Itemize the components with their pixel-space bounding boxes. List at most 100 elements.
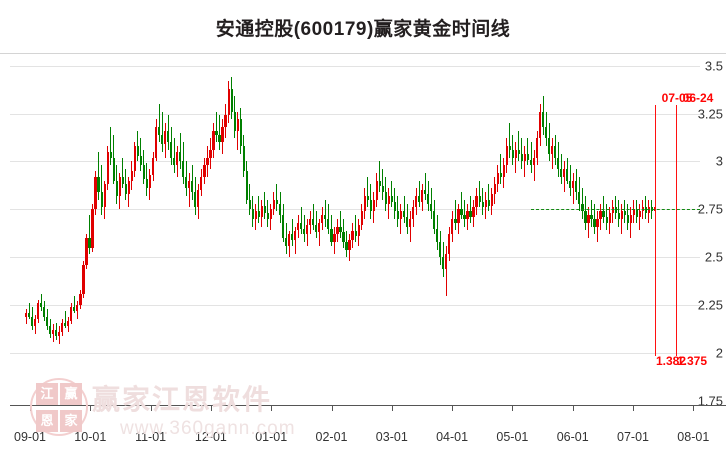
candle-body <box>535 138 539 158</box>
candle-body <box>145 178 149 189</box>
candle-wick <box>630 207 632 239</box>
candle-wick <box>418 180 420 208</box>
candle-wick <box>379 161 381 193</box>
candle-body <box>269 209 273 219</box>
candle-wick <box>621 203 623 235</box>
candle-wick <box>249 184 251 216</box>
candle-wick <box>409 211 411 242</box>
candle-body <box>578 192 581 204</box>
candle-wick <box>572 172 574 204</box>
candle-body <box>221 126 224 143</box>
candle-body <box>239 119 242 147</box>
x-axis-tick <box>452 405 454 411</box>
candle-body <box>405 217 409 227</box>
candle-body <box>529 159 533 166</box>
candle-body <box>638 211 641 218</box>
candle-body <box>433 211 436 229</box>
candle-body <box>608 213 611 223</box>
candle-body <box>590 215 593 219</box>
gann-time-line-1-value-label: 1.382 <box>655 354 687 368</box>
candle-body <box>554 146 557 158</box>
y-axis-tick-label: 2.25 <box>697 297 723 313</box>
gridline <box>10 161 700 163</box>
candle-body <box>617 213 620 219</box>
candle-body <box>399 211 403 219</box>
candle-wick <box>615 195 617 219</box>
candle-body <box>560 169 563 177</box>
candle-body <box>532 157 536 166</box>
candle-wick <box>445 245 447 296</box>
candle-body <box>309 218 312 225</box>
candle-body <box>79 293 82 306</box>
candle-body <box>218 134 221 143</box>
candle-body <box>581 203 584 212</box>
candle-body <box>523 153 527 162</box>
candle-body <box>430 203 433 212</box>
candle-wick <box>560 153 562 185</box>
gridline <box>10 305 700 307</box>
candle-body <box>421 190 424 202</box>
candle-body <box>369 199 372 212</box>
candle-wick <box>161 111 163 152</box>
candle-body <box>632 209 635 216</box>
candle-body <box>381 186 384 193</box>
candle-body <box>378 180 381 187</box>
x-axis-tick <box>331 405 333 411</box>
candle-wick <box>89 215 90 254</box>
candle-body <box>372 199 375 212</box>
candle-wick <box>470 195 472 223</box>
candle-body <box>484 199 487 208</box>
candle-body <box>312 218 315 225</box>
x-axis-tick-label: 07-01 <box>617 430 649 444</box>
candle-body <box>263 205 266 214</box>
candle-body <box>584 211 587 223</box>
candle-body <box>52 330 55 335</box>
candle-body <box>439 242 442 258</box>
candle-body <box>203 165 206 177</box>
candle-body <box>596 218 599 227</box>
candle-body <box>142 165 146 179</box>
x-axis-tick <box>572 405 574 411</box>
candle-body <box>257 211 260 218</box>
candle-body <box>191 180 194 193</box>
candle-body <box>442 257 445 269</box>
page-title: 安通控股(600179)赢家黄金时间线 <box>215 19 511 40</box>
candle-body <box>118 176 121 196</box>
candle-body <box>641 207 644 212</box>
candle-body <box>545 126 548 139</box>
candle-body <box>82 265 85 294</box>
candle-wick <box>188 172 190 208</box>
candle-body <box>321 215 324 223</box>
candle-wick <box>122 157 124 189</box>
gridline <box>10 65 700 67</box>
candle-body <box>27 312 31 317</box>
candle-body <box>91 209 94 248</box>
candle-body <box>154 126 158 158</box>
candle-wick <box>639 203 641 231</box>
candle-wick <box>291 218 293 246</box>
candle-body <box>215 130 218 135</box>
candle-body <box>245 171 248 200</box>
candle-body <box>251 209 254 219</box>
y-axis-tick-label: 3.25 <box>697 106 723 122</box>
candle-body <box>493 184 496 195</box>
x-axis-tick-label: 09-01 <box>14 430 46 444</box>
candle-wick <box>258 195 260 223</box>
candle-wick <box>527 138 529 166</box>
candle-wick <box>597 211 599 242</box>
candle-body <box>112 157 115 181</box>
candle-wick <box>125 169 127 200</box>
candle-body <box>260 205 263 218</box>
candle-body <box>635 209 638 218</box>
candle-body <box>520 153 524 162</box>
candle-body <box>151 157 155 175</box>
candle-body <box>73 307 76 312</box>
candle-wick <box>64 311 66 329</box>
candle-body <box>127 180 130 195</box>
gann-time-line-1 <box>655 105 657 356</box>
candle-body <box>457 209 460 223</box>
x-axis-tick-label: 06-01 <box>556 430 589 444</box>
candle-body <box>236 119 239 131</box>
candle-wick <box>512 134 514 166</box>
candle-body <box>538 111 542 139</box>
